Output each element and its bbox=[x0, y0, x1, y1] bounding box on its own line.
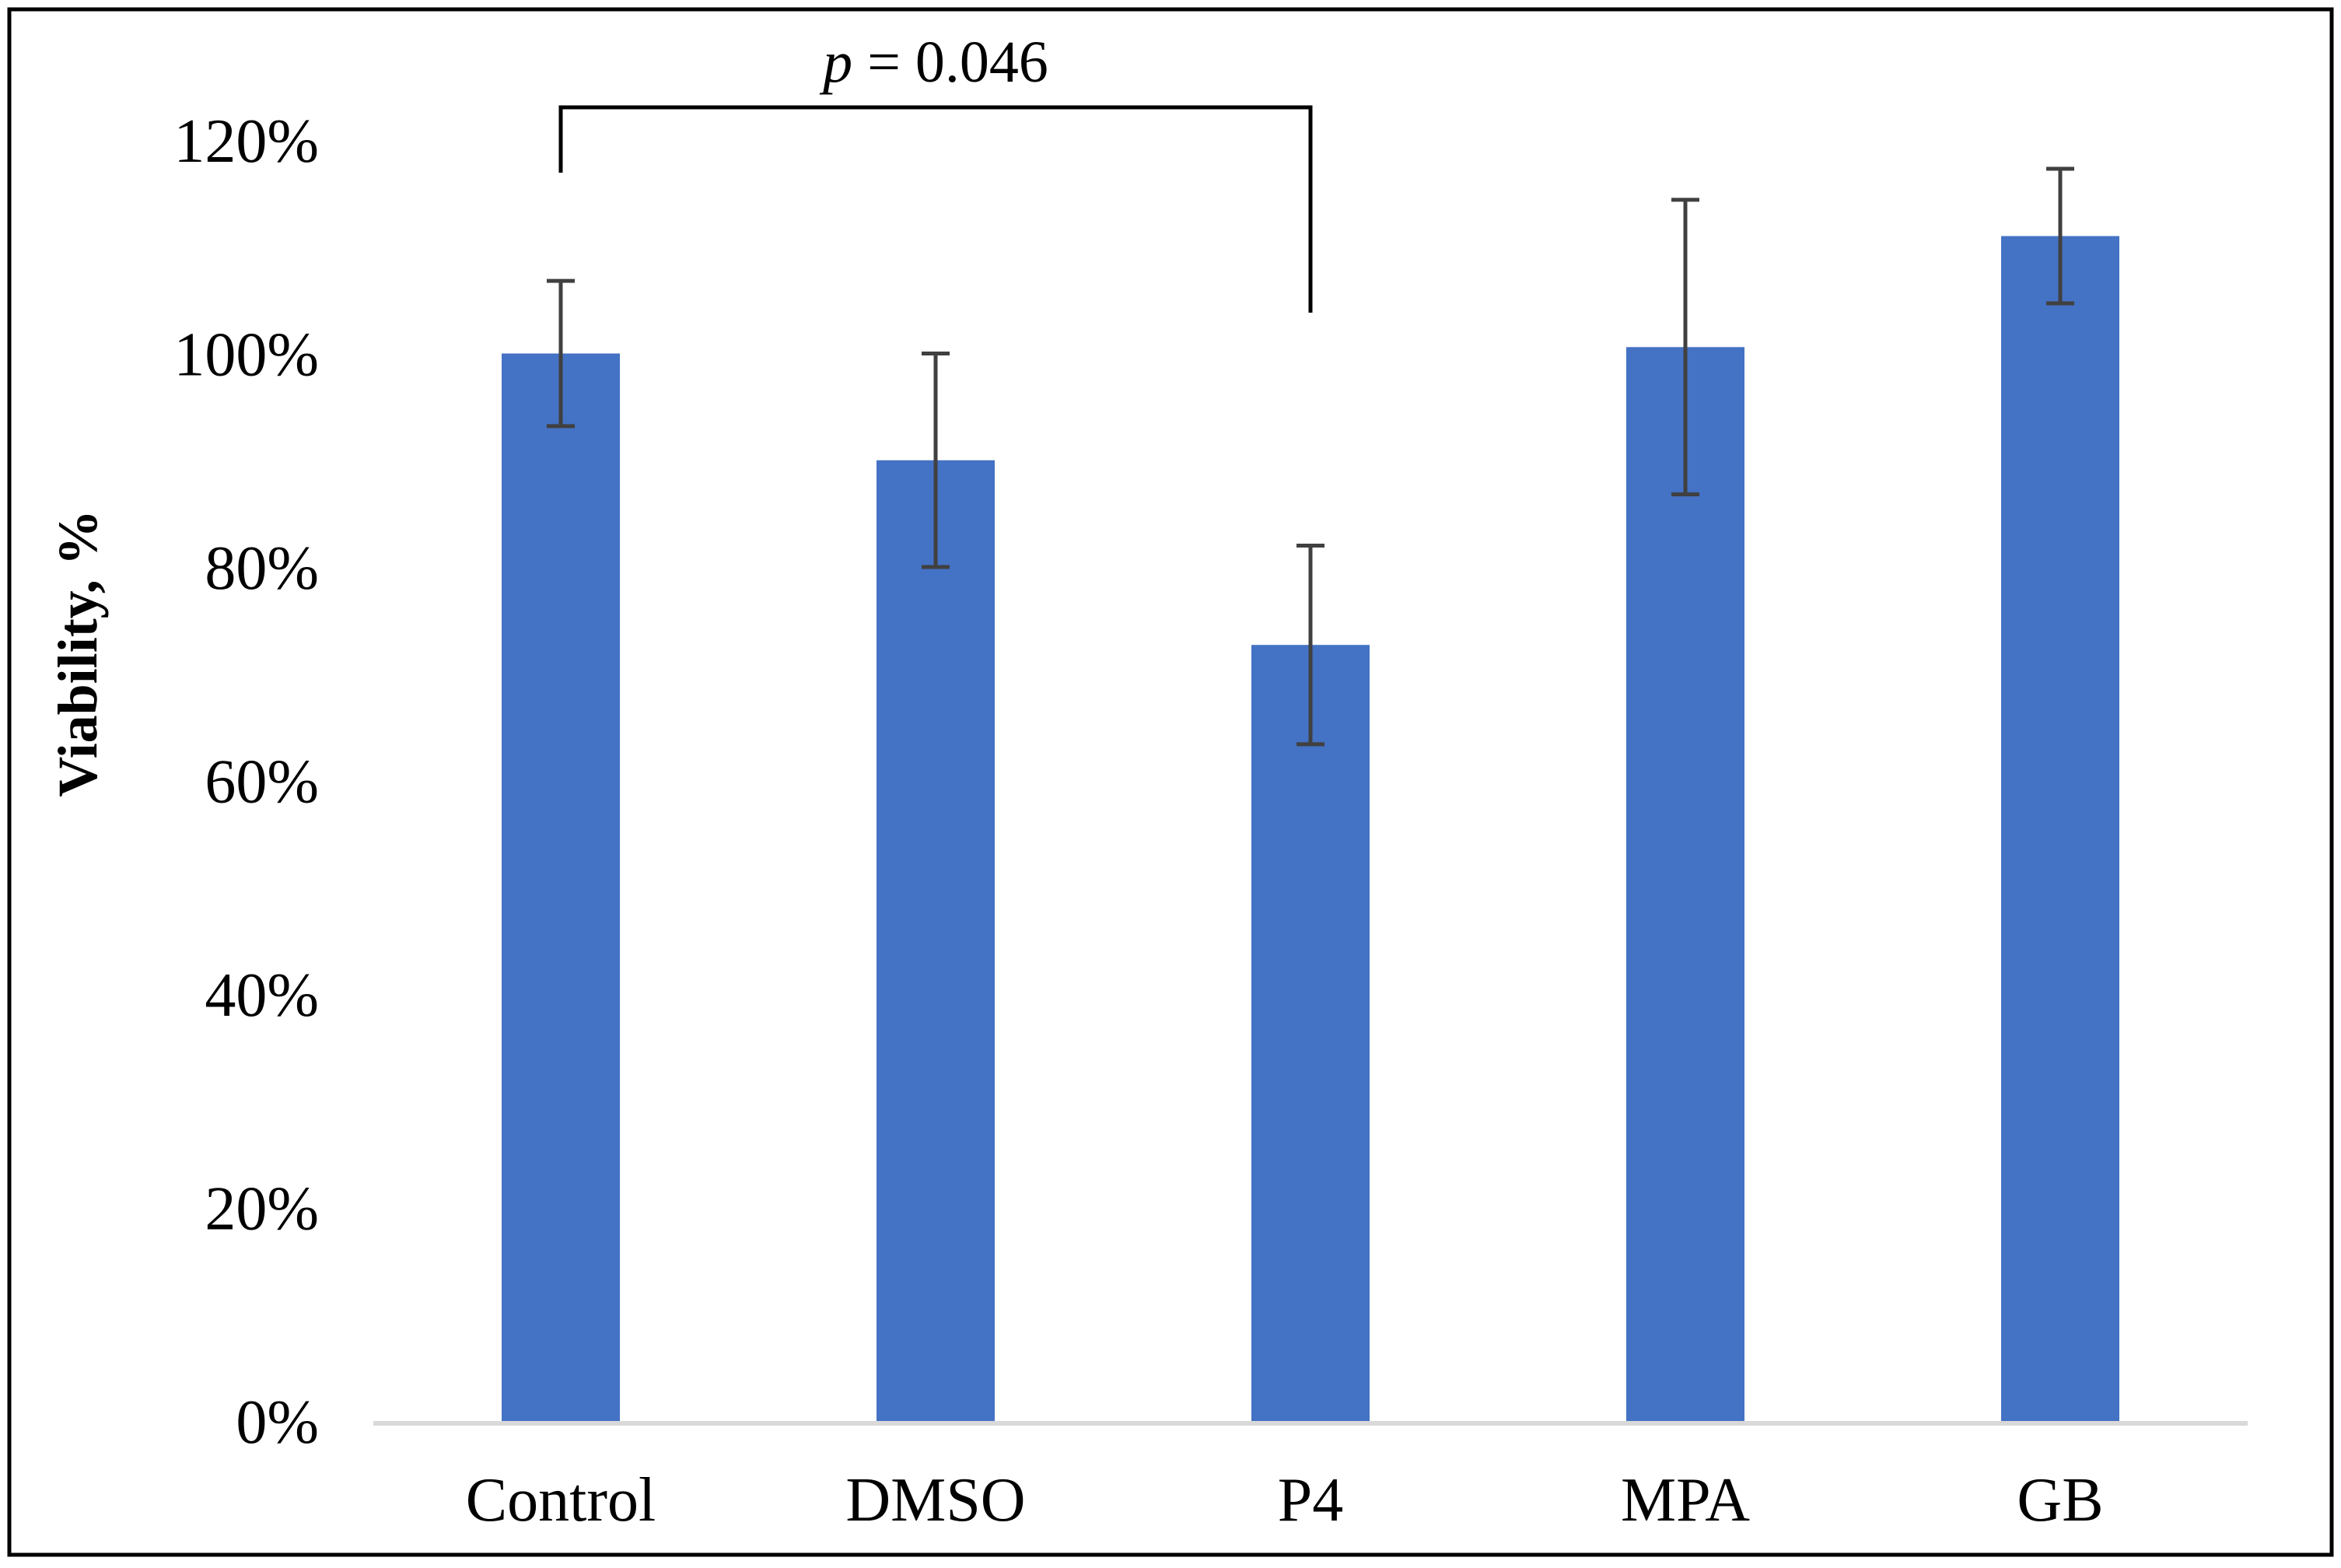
significance-annotation: p = 0.046 bbox=[558, 30, 1313, 313]
error-bar-p4 bbox=[1296, 544, 1324, 747]
y-tick-label: 60% bbox=[205, 748, 319, 817]
y-axis-ticks: 0% 20% 40% 60% 80% 100% 120% bbox=[173, 107, 319, 1457]
p-value-text: = 0.046 bbox=[852, 30, 1048, 95]
y-tick-label: 20% bbox=[205, 1175, 319, 1244]
x-axis-labels: Control DMSO P4 MPA GB bbox=[466, 1466, 2104, 1535]
x-tick-label: GB bbox=[2017, 1466, 2103, 1535]
bars-group bbox=[502, 236, 2119, 1421]
error-bar-dmso bbox=[922, 352, 950, 569]
y-tick-label: 120% bbox=[173, 107, 319, 176]
y-tick-label: 0% bbox=[236, 1388, 319, 1457]
chart-frame bbox=[7, 7, 2334, 1557]
bar-gb bbox=[2001, 236, 2119, 1421]
error-bar-mpa bbox=[1671, 198, 1699, 497]
bar-mpa bbox=[1626, 347, 1744, 1421]
x-tick-label: DMSO bbox=[845, 1466, 1025, 1535]
y-tick-label: 100% bbox=[173, 321, 319, 390]
y-tick-label: 40% bbox=[205, 961, 319, 1030]
error-bar-gb bbox=[2046, 166, 2074, 306]
p-value-label: p = 0.046 bbox=[819, 30, 1048, 95]
x-tick-label: MPA bbox=[1621, 1466, 1750, 1535]
x-tick-label: Control bbox=[466, 1466, 656, 1535]
bar-control bbox=[502, 353, 620, 1421]
error-bar-control bbox=[547, 278, 575, 429]
error-bars-group bbox=[547, 166, 2074, 747]
significance-bracket bbox=[558, 105, 1313, 313]
x-tick-label: P4 bbox=[1278, 1466, 1344, 1535]
bar-p4 bbox=[1251, 645, 1370, 1421]
y-axis-label: Viability, % bbox=[47, 509, 109, 796]
bar-dmso bbox=[877, 460, 995, 1421]
y-tick-label: 80% bbox=[205, 534, 319, 603]
p-symbol: p bbox=[819, 30, 852, 95]
